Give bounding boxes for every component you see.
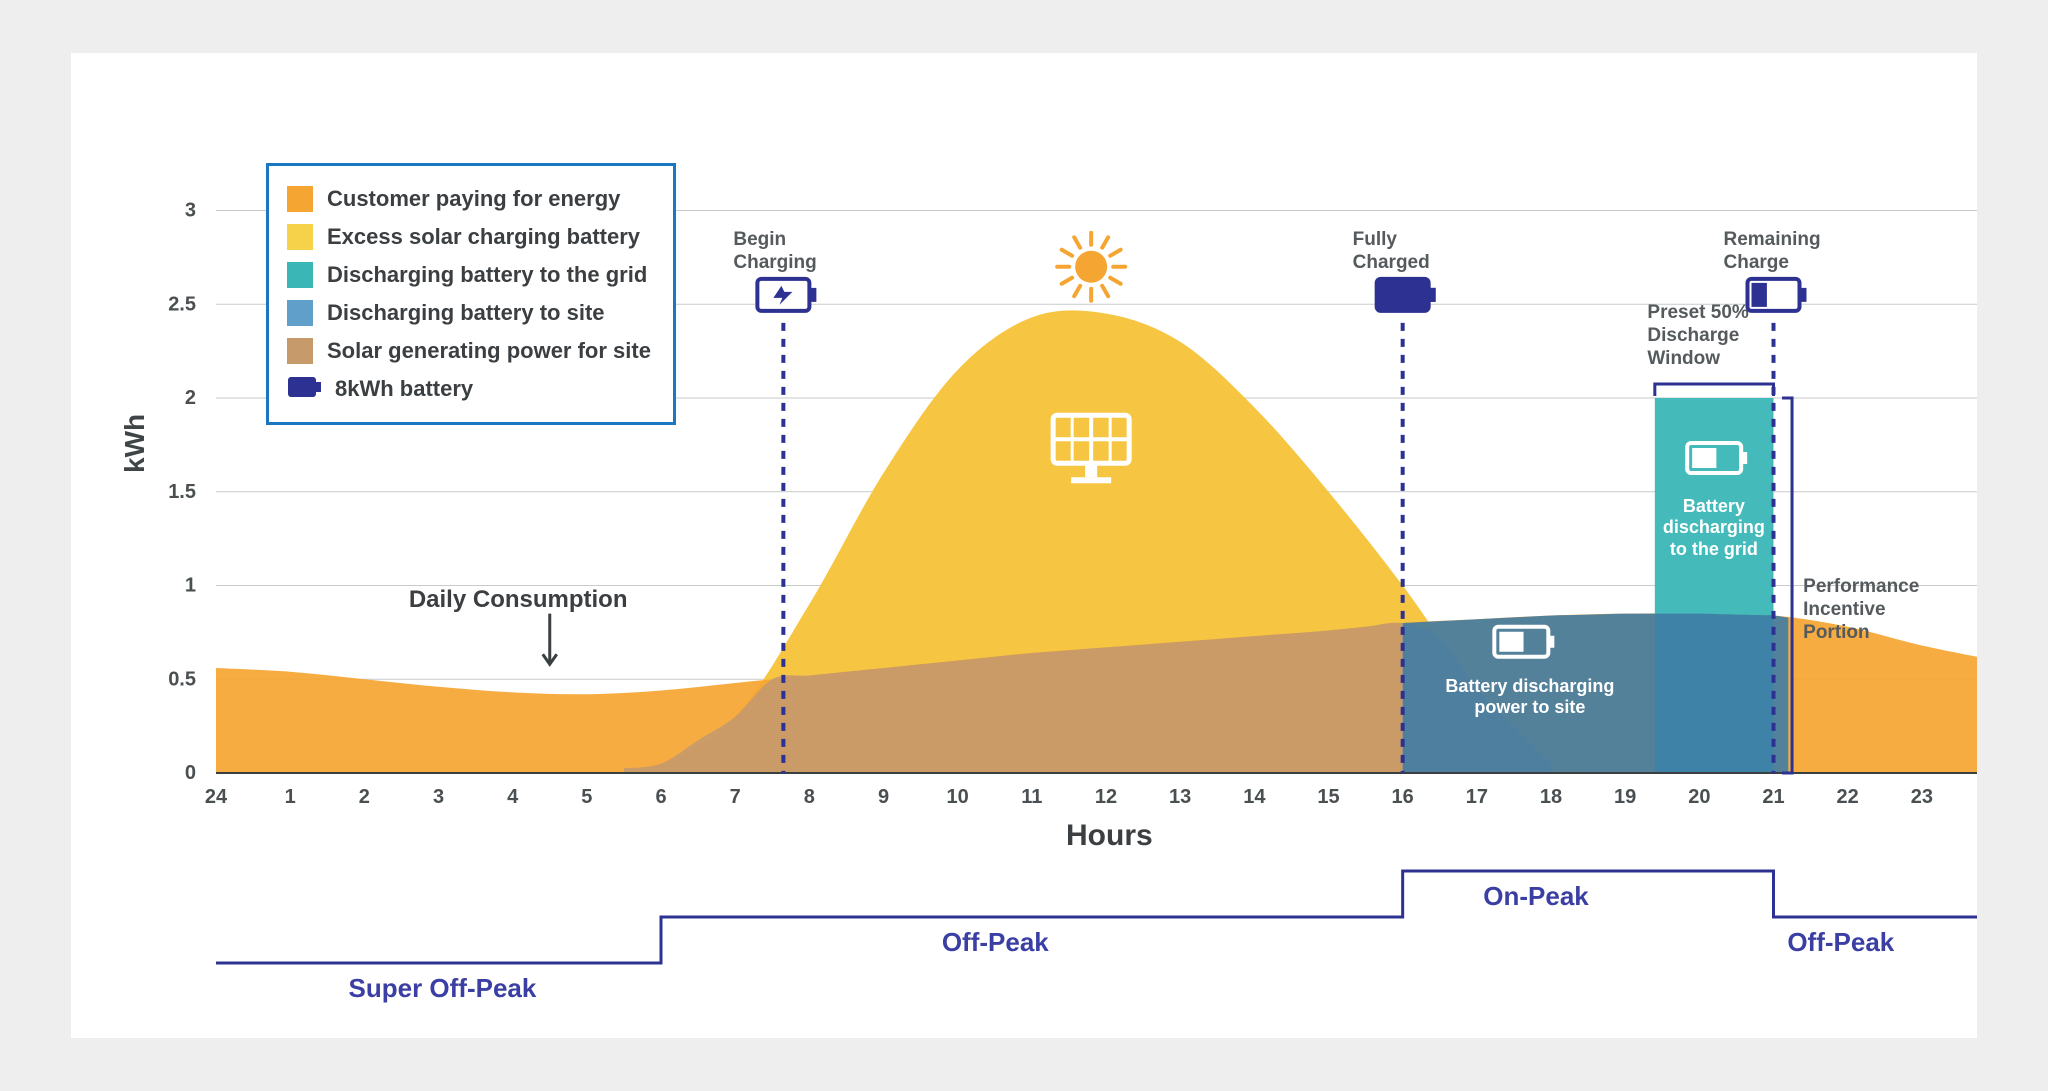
tou-on-peak: On-Peak — [1483, 881, 1589, 912]
color-swatch — [287, 300, 313, 326]
legend-label: Discharging battery to the grid — [327, 262, 647, 288]
svg-text:1: 1 — [185, 575, 196, 597]
legend-item: Solar generating power for site — [287, 332, 651, 370]
x-axis-title: Hours — [1066, 819, 1153, 853]
svg-text:2: 2 — [185, 387, 196, 409]
svg-text:1.5: 1.5 — [168, 481, 196, 503]
color-swatch — [287, 338, 313, 364]
discharge-window-label: Preset 50%DischargeWindow — [1647, 302, 1748, 370]
battery-state-label: FullyCharged — [1353, 229, 1430, 275]
svg-text:2.5: 2.5 — [168, 293, 196, 315]
page: kWh 00.511.522.5324123456789101112131415… — [0, 0, 2048, 1091]
legend-item: Excess solar charging battery — [287, 218, 651, 256]
performance-incentive-label: PerformanceIncentivePortion — [1803, 576, 1919, 644]
legend-label: Solar generating power for site — [327, 338, 651, 364]
legend-label: Customer paying for energy — [327, 186, 620, 212]
color-swatch — [287, 262, 313, 288]
svg-text:12: 12 — [1095, 786, 1117, 808]
legend-item: Discharging battery to site — [287, 294, 651, 332]
svg-text:0.5: 0.5 — [168, 668, 196, 690]
svg-text:14: 14 — [1243, 786, 1266, 808]
tou-off-peak: Off-Peak — [1787, 927, 1894, 958]
svg-text:16: 16 — [1392, 786, 1414, 808]
svg-text:23: 23 — [1911, 786, 1933, 808]
color-swatch — [287, 186, 313, 212]
site-discharge-label: Battery dischargingpower to site — [1425, 676, 1635, 719]
svg-text:15: 15 — [1317, 786, 1339, 808]
legend-label: 8kWh battery — [335, 376, 473, 402]
grid-discharge-label: Batterydischargingto the grid — [1659, 496, 1770, 561]
y-axis-title: kWh — [119, 414, 151, 473]
color-swatch — [287, 224, 313, 250]
svg-text:3: 3 — [185, 200, 196, 222]
svg-text:24: 24 — [205, 786, 228, 808]
battery-state-label: BeginCharging — [733, 229, 816, 275]
svg-text:22: 22 — [1837, 786, 1859, 808]
svg-text:18: 18 — [1540, 786, 1562, 808]
svg-text:6: 6 — [655, 786, 666, 808]
battery-icon — [287, 376, 321, 402]
tou-super-off-peak: Super Off-Peak — [349, 973, 537, 1004]
legend-label: Excess solar charging battery — [327, 224, 640, 250]
daily-consumption-label: Daily Consumption — [409, 586, 628, 615]
svg-text:3: 3 — [433, 786, 444, 808]
svg-text:9: 9 — [878, 786, 889, 808]
battery-state-label: RemainingCharge — [1724, 229, 1821, 275]
legend-item: Discharging battery to the grid — [287, 256, 651, 294]
svg-text:5: 5 — [581, 786, 592, 808]
svg-text:13: 13 — [1169, 786, 1191, 808]
tou-off-peak: Off-Peak — [942, 927, 1049, 958]
svg-text:19: 19 — [1614, 786, 1636, 808]
svg-text:2: 2 — [359, 786, 370, 808]
svg-text:8: 8 — [804, 786, 815, 808]
svg-text:21: 21 — [1762, 786, 1784, 808]
svg-text:4: 4 — [507, 786, 519, 808]
legend-label: Discharging battery to site — [327, 300, 605, 326]
legend-item: Customer paying for energy — [287, 180, 651, 218]
svg-text:17: 17 — [1466, 786, 1488, 808]
svg-text:7: 7 — [730, 786, 741, 808]
legend-item: 8kWh battery — [287, 370, 651, 408]
svg-text:0: 0 — [185, 762, 196, 784]
svg-text:10: 10 — [947, 786, 969, 808]
legend: Customer paying for energy Excess solar c… — [266, 163, 676, 425]
svg-text:1: 1 — [285, 786, 296, 808]
svg-text:11: 11 — [1021, 786, 1042, 808]
svg-text:20: 20 — [1688, 786, 1710, 808]
chart-card: kWh 00.511.522.5324123456789101112131415… — [71, 53, 1977, 1038]
